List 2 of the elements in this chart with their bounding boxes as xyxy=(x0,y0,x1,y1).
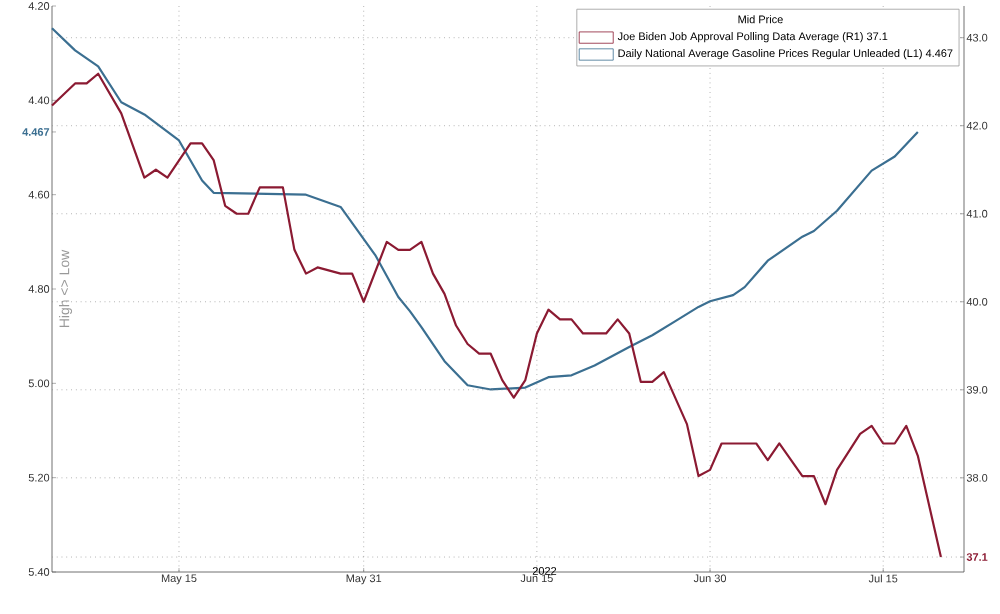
line-series xyxy=(50,27,919,391)
line-series xyxy=(50,72,943,559)
